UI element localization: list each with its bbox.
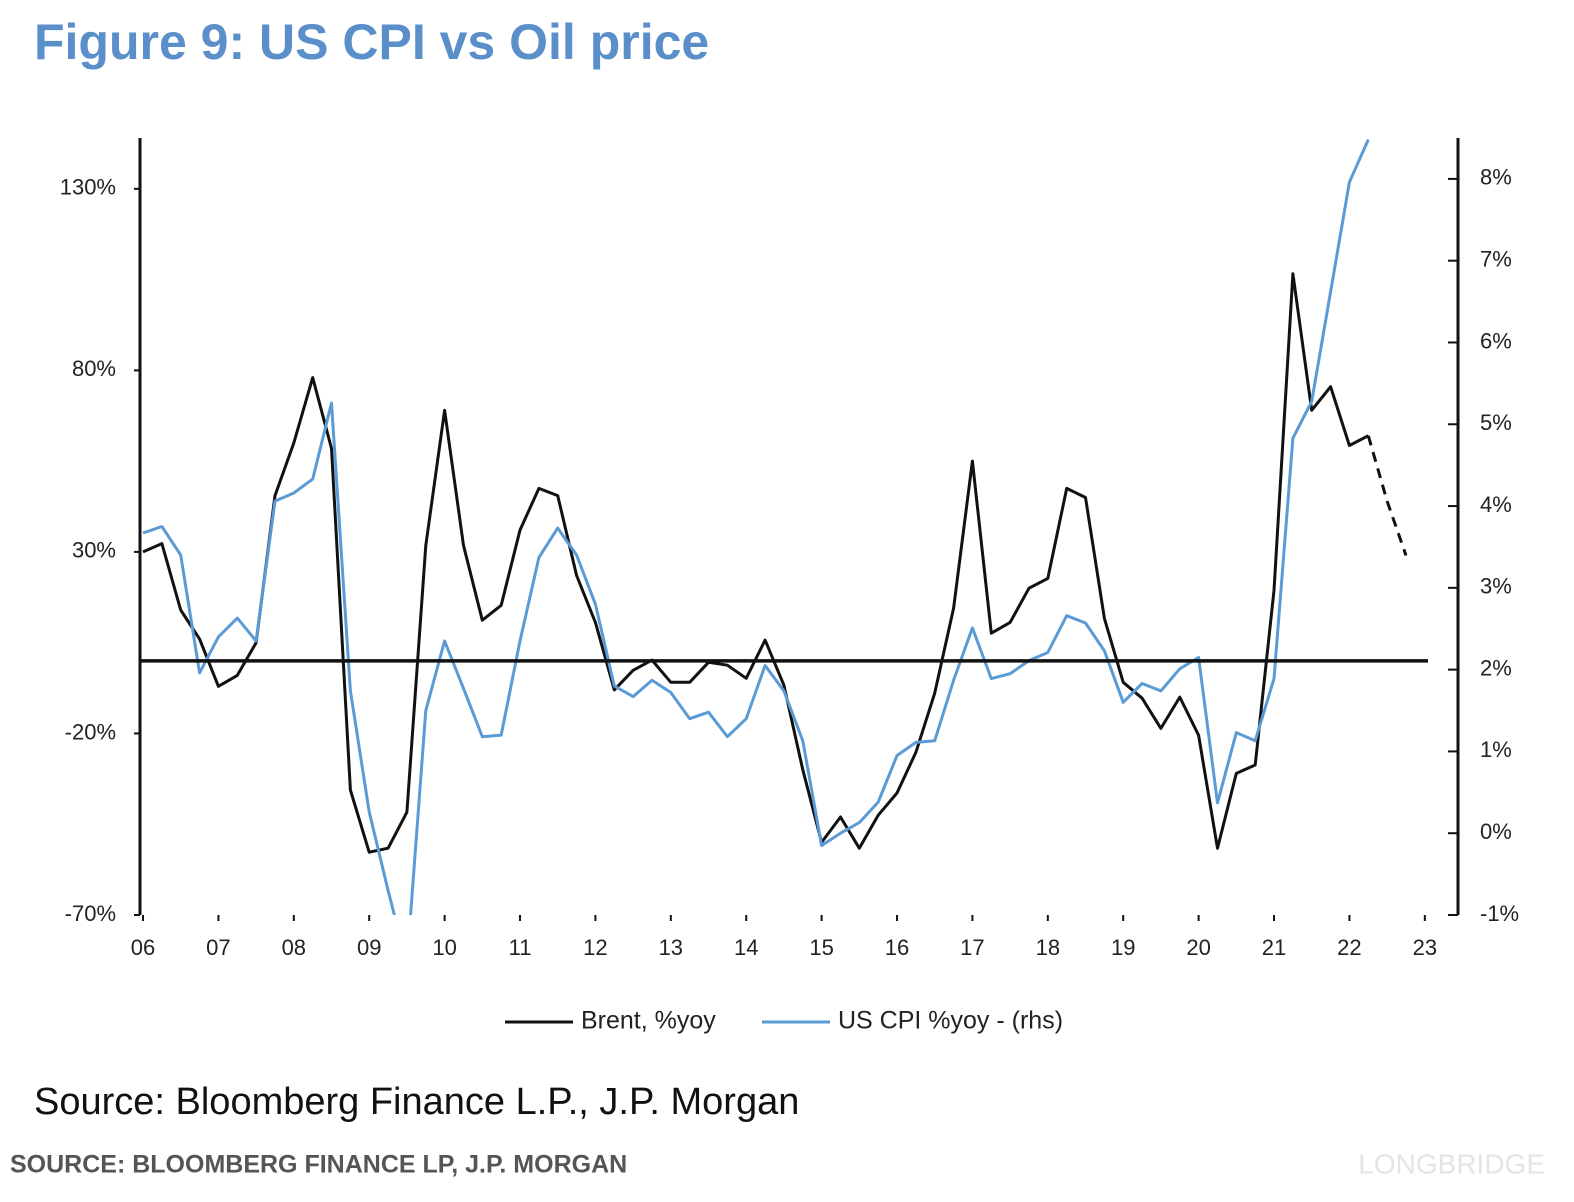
y-tick-label: -20% — [65, 719, 116, 744]
y-tick-label: 30% — [72, 538, 116, 563]
x-tick-label: 18 — [1036, 935, 1060, 960]
y2-tick-label: 0% — [1480, 819, 1512, 844]
caption: SOURCE: BLOOMBERG FINANCE LP, J.P. MORGA… — [10, 1151, 627, 1179]
x-tick-label: 11 — [509, 935, 532, 960]
x-tick-label: 22 — [1337, 935, 1361, 960]
legend-label: US CPI %yoy - (rhs) — [838, 1007, 1063, 1035]
y2-tick-label: 1% — [1480, 737, 1512, 762]
y2-tick-label: 3% — [1480, 574, 1512, 599]
y-tick-label: 80% — [72, 356, 116, 381]
y2-tick-label: 5% — [1480, 410, 1512, 435]
x-tick-label: 09 — [357, 935, 381, 960]
x-tick-label: 13 — [659, 935, 683, 960]
x-tick-label: 10 — [432, 935, 456, 960]
series-line — [142, 272, 1369, 854]
x-tick-label: 21 — [1262, 935, 1286, 960]
x-tick-label: 19 — [1111, 935, 1135, 960]
x-tick-label: 06 — [131, 935, 155, 960]
chart-title: Figure 9: US CPI vs Oil price — [34, 14, 709, 70]
x-tick-label: 16 — [885, 935, 909, 960]
x-tick-label: 23 — [1413, 935, 1437, 960]
x-tick-label: 07 — [206, 935, 230, 960]
series-line-dashed — [1366, 435, 1408, 556]
x-tick-label: 08 — [282, 935, 306, 960]
y2-tick-label: 8% — [1480, 165, 1512, 190]
y2-tick-label: 2% — [1480, 655, 1512, 680]
plot-area — [142, 138, 1408, 915]
y2-tick-label: -1% — [1480, 901, 1519, 926]
legend-label: Brent, %yoy — [581, 1007, 716, 1035]
y2-tick-label: 4% — [1480, 492, 1512, 517]
y2-tick-label: 7% — [1480, 246, 1512, 271]
x-tick-label: 15 — [809, 935, 833, 960]
x-tick-label: 12 — [583, 935, 607, 960]
y-tick-label: 130% — [60, 175, 116, 200]
x-tick-label: 20 — [1186, 935, 1210, 960]
watermark: LONGBRIDGE — [1358, 1148, 1545, 1179]
y-tick-label: -70% — [65, 901, 116, 926]
x-tick-label: 14 — [734, 935, 758, 960]
series-line — [142, 138, 1370, 915]
source: Source: Bloomberg Finance L.P., J.P. Mor… — [34, 1081, 799, 1123]
y2-tick-label: 6% — [1480, 328, 1512, 353]
x-tick-label: 17 — [960, 935, 984, 960]
